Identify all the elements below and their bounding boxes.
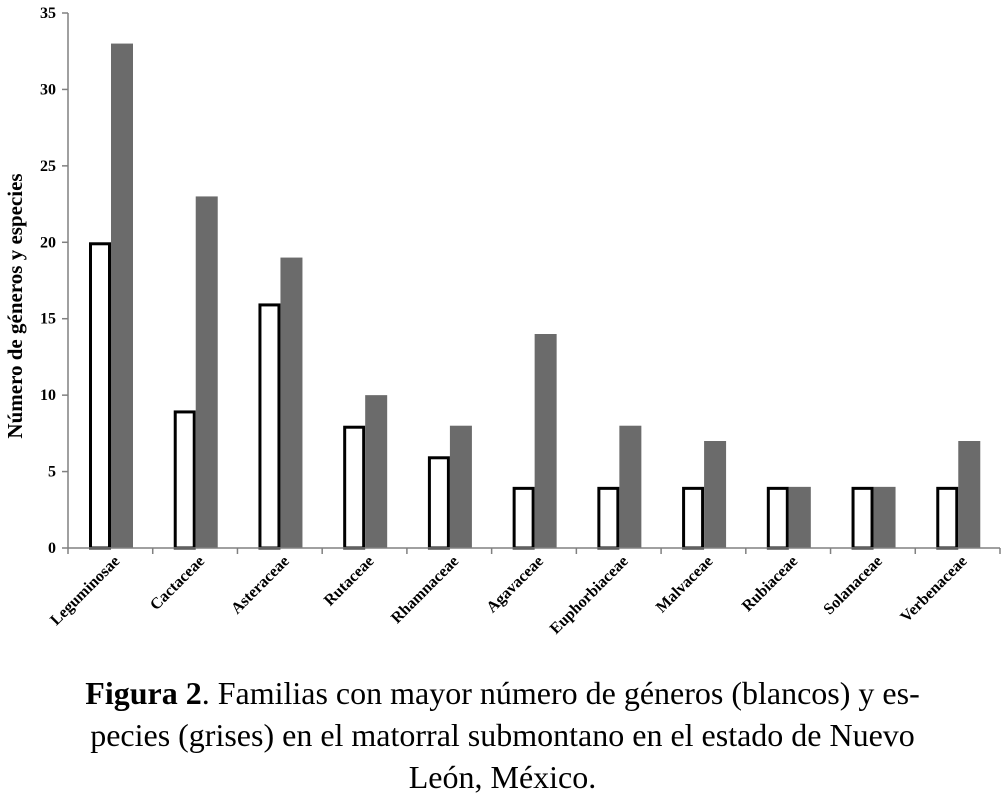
bar-generos-verbenaceae — [936, 486, 959, 550]
bar-especies-rubiaceae — [788, 486, 811, 548]
bar-especies-solanaceae — [873, 486, 896, 548]
y-tick-label: 10 — [40, 387, 56, 404]
bar-especies-rhamnaceae — [449, 425, 472, 548]
bar-generos-asteraceae — [258, 303, 281, 550]
category-label-leguminosae: Leguminosae — [47, 553, 123, 629]
y-axis-label: Número de géneros y especies — [3, 173, 27, 438]
bar-generos-rubiaceae — [766, 486, 789, 550]
y-tick-label: 15 — [40, 311, 56, 328]
y-tick-label: 30 — [40, 81, 56, 98]
bar-generos-solanaceae — [851, 486, 874, 550]
category-label-verbenaceae: Verbenaceae — [897, 553, 970, 626]
bar-especies-agavaceae — [534, 334, 557, 548]
bar-generos-rhamnaceae — [427, 456, 450, 550]
bar-especies-leguminosae — [111, 43, 133, 548]
category-label-euphorbiaceae: Euphorbiaceae — [547, 553, 632, 638]
bar-especies-euphorbiaceae — [619, 425, 642, 548]
caption-line-3: León, México. — [408, 759, 597, 795]
category-label-solanaceae: Solanaceae — [820, 553, 885, 618]
bar-especies-malvaceae — [704, 441, 727, 548]
bar-especies-asteraceae — [280, 257, 303, 548]
category-label-rhamnaceae: Rhamnaceae — [388, 553, 462, 627]
y-tick-label: 20 — [40, 234, 56, 251]
bar-generos-leguminosae — [89, 242, 111, 550]
y-tick-label: 5 — [48, 464, 56, 481]
caption-line-2: pecies (grises) en el matorral submontan… — [90, 717, 915, 753]
caption-label: Figura 2 — [85, 675, 202, 711]
caption-text-1: . Familias con mayor número de géneros (… — [201, 675, 920, 711]
bar-especies-cactaceae — [195, 196, 218, 548]
category-label-malvaceae: Malvaceae — [653, 553, 717, 617]
caption-line-1: Figura 2. Familias con mayor número de g… — [0, 672, 1005, 714]
bar-especies-verbenaceae — [958, 441, 981, 548]
bar-generos-malvaceae — [682, 486, 705, 550]
category-label-rubiaceae: Rubiaceae — [739, 553, 801, 615]
category-label-cactaceae: Cactaceae — [147, 553, 208, 614]
category-label-agavaceae: Agavaceae — [483, 553, 547, 617]
category-label-rutaceae: Rutaceae — [321, 553, 378, 610]
bar-especies-rutaceae — [365, 395, 388, 548]
category-label-asteraceae: Asteraceae — [228, 553, 293, 618]
figure-caption: Figura 2. Familias con mayor número de g… — [0, 672, 1005, 798]
y-axis-ticks: 0 5 10 15 20 25 30 35 — [40, 5, 1001, 557]
bars — [89, 43, 981, 550]
bar-generos-rutaceae — [343, 425, 366, 550]
category-labels: Leguminosae Cactaceae Asteraceae Rutaceae Rh… — [47, 553, 970, 638]
bar-chart: 0 5 10 15 20 25 30 35 Leguminosae Cactaceae Aster… — [3, 5, 1001, 638]
bar-generos-agavaceae — [512, 486, 535, 550]
bar-generos-cactaceae — [173, 410, 196, 550]
bar-generos-euphorbiaceae — [597, 486, 620, 550]
y-tick-label: 25 — [40, 158, 56, 175]
y-tick-label: 0 — [48, 540, 56, 557]
y-tick-label: 35 — [40, 5, 56, 22]
